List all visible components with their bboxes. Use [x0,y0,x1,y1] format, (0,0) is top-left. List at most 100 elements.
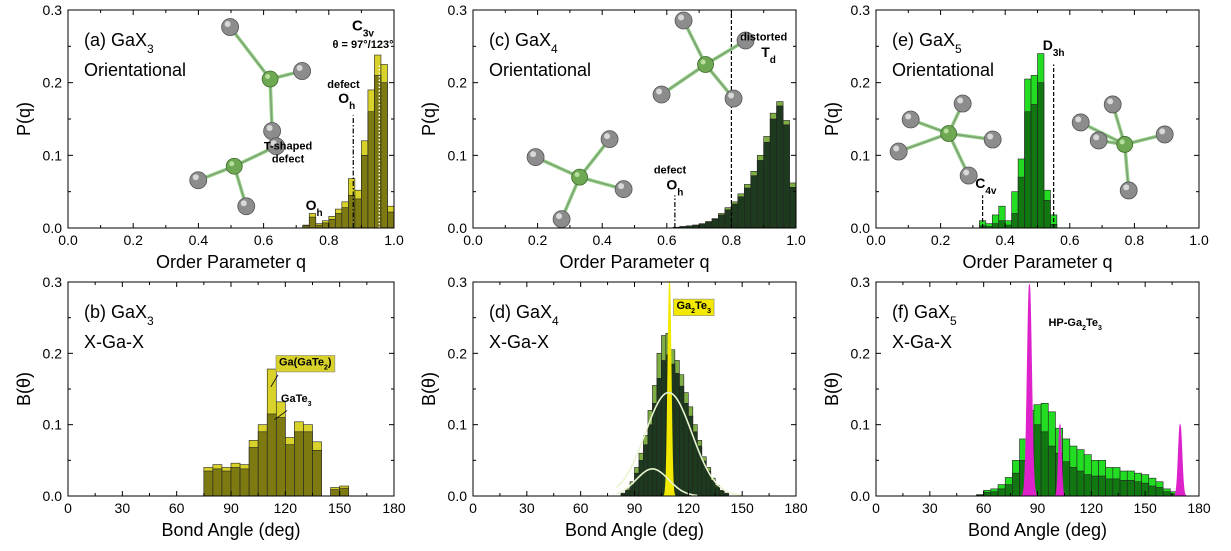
plot-area [976,284,1189,496]
bar [714,486,721,496]
annotation-0: HP-Ga2Te3 [1048,317,1102,332]
atom-highlight [1075,116,1082,123]
atom-highlight [266,125,273,132]
annotation-0: distorted [740,32,787,44]
atom-x [1119,181,1138,200]
x-tick-label: 150 [1133,500,1157,516]
bar [335,213,343,228]
bar [303,431,313,496]
y-tick-label: 0.0 [43,220,63,236]
bar [361,155,369,228]
series-1 [979,82,1058,228]
y-tick-label: 0.3 [851,2,871,18]
atom-highlight [963,169,970,176]
panel-subtitle: Orientational [892,60,994,80]
atom-highlight [224,21,231,28]
x-tick-label: 0.2 [528,232,548,248]
x-tick-label: 90 [1030,500,1046,516]
atom-ga [261,70,279,88]
x-tick-label: 0.8 [722,232,742,248]
atom-highlight [229,161,235,167]
bond-shade [229,26,271,80]
bar [656,377,662,496]
bar [997,488,1006,496]
x-tick-label: 30 [519,500,535,516]
panel-label: (f) GaX5 [892,302,957,328]
bar [354,198,362,228]
x-tick-label: 30 [115,500,131,516]
label-box-bg-0 [275,355,336,373]
bar [203,470,214,496]
atom-highlight [905,113,912,120]
atom-x [614,180,633,199]
bar [1047,445,1056,496]
annotation-3: Oh [666,176,683,198]
x-tick-label: 0.6 [254,232,274,248]
x-tick-label: 180 [382,500,406,516]
atom-highlight [943,128,949,134]
x-tick-label: 0.2 [123,232,143,248]
x-tick-label: 60 [169,500,185,516]
panel-subtitle: X-Ga-X [489,332,549,352]
x-axis-label: Bond Angle (deg) [161,520,300,540]
bar [348,195,356,228]
atom-highlight [678,14,685,21]
molecule-0 [221,18,312,140]
bar [719,490,725,496]
atom-x [1155,125,1174,144]
x-tick-label: 0.0 [58,232,78,248]
bar [1024,111,1032,228]
bar [718,214,726,228]
atom-x [1071,113,1090,132]
atom-ga [225,157,243,175]
atom-highlight [296,65,303,72]
bar [991,223,1000,228]
chart-panel-4: 0.0 0.2 0.4 0.6 0.8 1.0 0.0 0.1 0.2 0.3 Order Para… [822,2,1209,272]
atom-x [953,94,972,113]
bar [1011,213,1019,228]
annotation-1: C4v [975,175,997,197]
series-1 [672,105,796,228]
y-tick-label: 0.1 [448,147,468,163]
annotation-2: defect [654,165,687,177]
bar [756,160,764,228]
peak-0 [662,282,677,496]
x-tick-label: 1.0 [1189,232,1209,248]
series-1 [203,413,350,496]
bar [367,111,375,228]
bar [647,424,653,496]
x-tick-label: 60 [573,500,589,516]
bar [750,175,758,228]
bar [1162,491,1171,496]
annotation-1: Td [761,44,776,66]
x-tick-label: 0.6 [1060,232,1080,248]
atom-highlight [740,34,747,41]
bar [1062,461,1071,496]
bar [724,209,732,228]
annotation-5: defect [272,154,305,166]
bar [1091,475,1099,496]
x-tick-label: 120 [274,500,298,516]
y-tick-label: 0.0 [448,488,468,504]
atom-x [221,18,240,36]
x-tick-label: 120 [1080,500,1104,516]
bar [1126,480,1135,496]
atom-highlight [556,213,563,220]
annotation-0: D3h [1043,37,1065,59]
y-tick-label: 0.0 [851,488,871,504]
bar [230,467,241,496]
atom-x [293,62,312,80]
bar [1112,478,1121,496]
atom-x [1089,131,1108,150]
x-axis-label: Order Parameter q [962,252,1112,272]
series-1 [302,75,394,228]
plot-area [203,368,350,496]
bar [239,468,250,496]
label-box-0: Ga2Te3 [676,300,711,315]
chart-panel-3: 0 30 60 90 120 150 180 0.0 0.1 0.2 0.3 Bond Angle (… [419,274,808,540]
leader-line-0 [270,374,279,388]
chart-panel-0: 0.0 0.2 0.4 0.6 0.8 1.0 0.0 0.1 0.2 0.3 Order Para… [14,2,404,272]
leader-line-1 [274,410,288,420]
bar [625,489,631,496]
bar [710,480,716,496]
